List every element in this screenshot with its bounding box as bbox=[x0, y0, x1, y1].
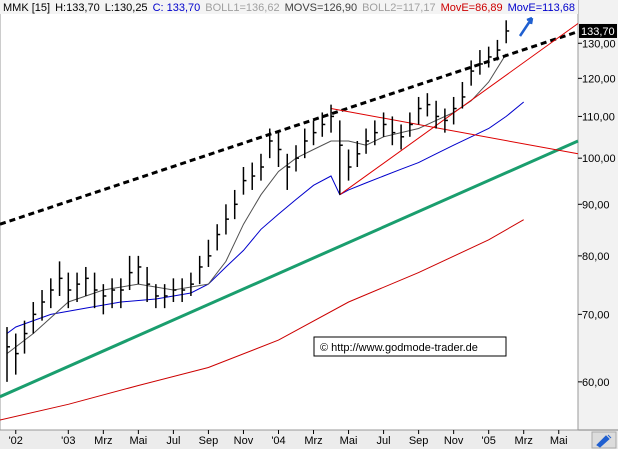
y-tick-label: 120,00 bbox=[582, 73, 616, 85]
x-tick-label: Jul bbox=[377, 435, 391, 447]
x-tick-label: Jul bbox=[166, 435, 180, 447]
series-line bbox=[0, 219, 524, 421]
x-tick-label: '04 bbox=[271, 435, 285, 447]
y-tick-label: 130,00 bbox=[582, 38, 616, 50]
y-axis-panel bbox=[578, 0, 618, 430]
x-tick-label: Nov bbox=[444, 435, 464, 447]
legend-entry: H:133,70 bbox=[55, 2, 100, 14]
last-price-box bbox=[579, 23, 617, 38]
copyright-box bbox=[313, 336, 507, 357]
series-line bbox=[0, 30, 579, 226]
series-line bbox=[0, 139, 579, 399]
legend-background bbox=[0, 0, 578, 14]
legend-entry: L:130,25 bbox=[105, 2, 148, 14]
series-line bbox=[330, 108, 579, 155]
x-tick-label: Mai bbox=[130, 435, 148, 447]
x-tick-label: Sep bbox=[409, 435, 429, 447]
legend-entry: BOLL2=117,17 bbox=[362, 2, 436, 14]
x-tick-label: Mrz bbox=[94, 435, 112, 447]
y-tick-label: 100,00 bbox=[582, 153, 616, 165]
x-tick-label: Mrz bbox=[515, 435, 533, 447]
toolbar-icon bbox=[596, 434, 612, 448]
x-tick-label: Mrz bbox=[304, 435, 322, 447]
plot-area bbox=[0, 20, 579, 421]
legend-entry: MovE=113,68 bbox=[508, 2, 575, 14]
annotation-arrow bbox=[518, 16, 534, 37]
x-tick-label: '05 bbox=[482, 435, 496, 447]
legend: MMK [15] H:133,70 L:130,25 C: 133,70 BOLL1=1… bbox=[0, 0, 578, 14]
x-tick-label: '02 bbox=[9, 435, 23, 447]
legend-entry: MOVS=126,90 bbox=[285, 2, 357, 14]
y-tick-label: 80,00 bbox=[582, 251, 610, 263]
x-tick-label: '03 bbox=[61, 435, 75, 447]
x-axis-panel bbox=[0, 430, 618, 449]
series-line bbox=[6, 101, 525, 334]
y-tick-label: 70,00 bbox=[582, 309, 610, 321]
legend-entry: BOLL1=136,62 bbox=[205, 2, 279, 14]
y-tick-label: 60,00 bbox=[582, 377, 610, 389]
legend-entry: MMK [15] bbox=[3, 2, 50, 14]
legend-entry: C: 133,70 bbox=[153, 2, 201, 14]
y-tick-label: 90,00 bbox=[582, 199, 610, 211]
plot-frame bbox=[0, 0, 579, 431]
copyright: © http://www.godmode-trader.de bbox=[320, 342, 478, 354]
x-tick-label: Nov bbox=[234, 435, 254, 447]
last-price-label: 133,70 bbox=[581, 26, 615, 38]
legend-entry: MovE=86,89 bbox=[441, 2, 503, 14]
y-tick-label: 110,00 bbox=[582, 111, 615, 123]
series-line bbox=[339, 23, 579, 196]
x-tick-label: Mai bbox=[340, 435, 358, 447]
x-tick-label: Sep bbox=[199, 435, 219, 447]
x-tick-label: Mai bbox=[550, 435, 568, 447]
